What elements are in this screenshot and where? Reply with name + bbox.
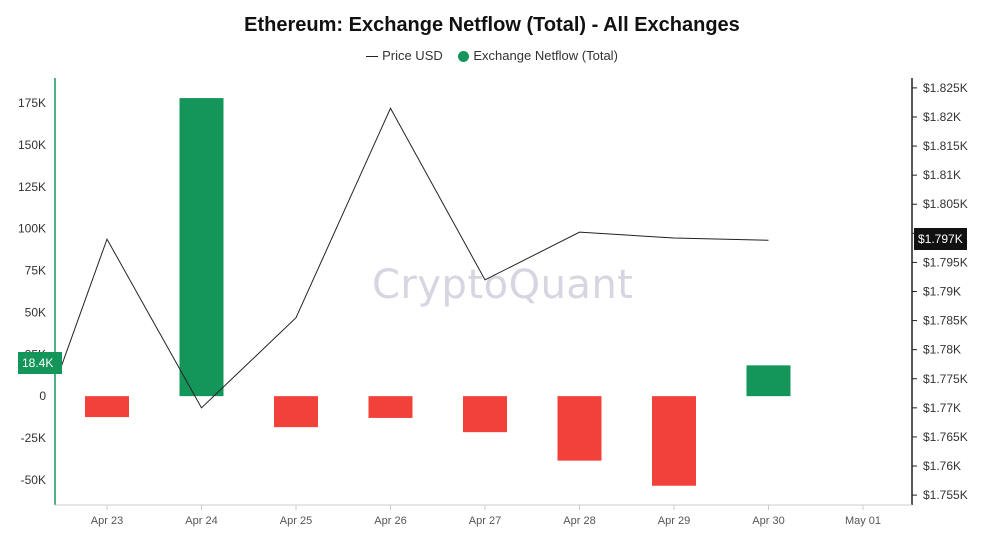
line-swatch-icon bbox=[366, 56, 379, 58]
left-axis-ticks: -50K-25K025K50K75K100K125K150K175K bbox=[18, 96, 46, 487]
netflow-bars bbox=[85, 98, 791, 486]
right-tick-label: $1.775K bbox=[923, 372, 968, 386]
left-tick-label: 0 bbox=[39, 389, 46, 403]
right-tick-label: $1.79K bbox=[923, 285, 961, 299]
right-tick-label: $1.825K bbox=[923, 81, 968, 95]
chart-title: Ethereum: Exchange Netflow (Total) - All… bbox=[244, 14, 740, 36]
right-tick-label: $1.82K bbox=[923, 110, 961, 124]
price-line-group bbox=[59, 107, 769, 409]
x-tick-label: Apr 29 bbox=[658, 515, 690, 527]
x-tick-label: Apr 25 bbox=[280, 515, 312, 527]
right-tick-label: $1.76K bbox=[923, 459, 961, 473]
netflow-bar[interactable] bbox=[368, 396, 413, 418]
left-tick-label: -50K bbox=[21, 473, 46, 487]
x-tick-label: Apr 30 bbox=[752, 515, 784, 527]
x-tick-label: Apr 23 bbox=[91, 515, 123, 527]
legend-netflow-label: Exchange Netflow (Total) bbox=[473, 48, 618, 64]
legend-price-label: Price USD bbox=[382, 48, 443, 64]
x-tick-label: Apr 26 bbox=[374, 515, 406, 527]
x-tick-label: Apr 28 bbox=[563, 515, 595, 527]
right-tick-label: $1.765K bbox=[923, 430, 968, 444]
left-tick-label: 150K bbox=[18, 138, 46, 152]
x-axis-ticks: Apr 23 Apr 24 Apr 25 Apr 26 Apr 27 Apr 28 Apr … bbox=[91, 505, 881, 527]
x-tick-label: May 01 bbox=[845, 515, 881, 527]
x-tick-label: Apr 24 bbox=[185, 515, 217, 527]
right-tick-label: $1.755K bbox=[923, 488, 968, 502]
netflow-bar[interactable] bbox=[557, 396, 602, 461]
right-tick-label: $1.81K bbox=[923, 168, 961, 182]
right-axis-ticks: $1.755K $1.76K $1.765K $1.77K $1.775K $1.78K $… bbox=[912, 81, 968, 502]
left-tick-label: 125K bbox=[18, 180, 46, 194]
left-tick-label: -25K bbox=[21, 431, 46, 445]
netflow-bar[interactable] bbox=[85, 396, 129, 418]
left-tick-label: 75K bbox=[25, 264, 46, 278]
dot-swatch-icon bbox=[458, 51, 470, 63]
right-tick-label: $1.78K bbox=[923, 343, 961, 357]
watermark: CryptoQuant bbox=[372, 262, 634, 308]
netflow-current-badge: 18.4K bbox=[18, 352, 62, 374]
right-tick-label: $1.795K bbox=[923, 255, 968, 269]
left-tick-label: 50K bbox=[25, 305, 46, 319]
left-tick-label: 175K bbox=[18, 96, 46, 110]
netflow-bar[interactable] bbox=[746, 365, 791, 397]
right-tick-label: $1.785K bbox=[923, 314, 968, 328]
left-tick-label: 100K bbox=[18, 222, 46, 236]
price-current-badge: $1.797K bbox=[914, 228, 967, 250]
legend-item-netflow[interactable]: Exchange Netflow (Total) bbox=[458, 48, 618, 63]
legend-item-price[interactable]: Price USD bbox=[366, 48, 443, 63]
right-tick-label: $1.815K bbox=[923, 139, 968, 153]
price-line[interactable] bbox=[59, 107, 769, 409]
right-tick-label: $1.805K bbox=[923, 197, 968, 211]
right-tick-label: $1.77K bbox=[923, 401, 961, 415]
x-tick-label: Apr 27 bbox=[469, 515, 501, 527]
netflow-bar[interactable] bbox=[463, 396, 507, 433]
netflow-bar[interactable] bbox=[652, 396, 696, 486]
netflow-bar[interactable] bbox=[179, 98, 224, 397]
netflow-bar[interactable] bbox=[274, 396, 318, 428]
legend[interactable]: Price USD Exchange Netflow (Total) bbox=[0, 47, 984, 63]
